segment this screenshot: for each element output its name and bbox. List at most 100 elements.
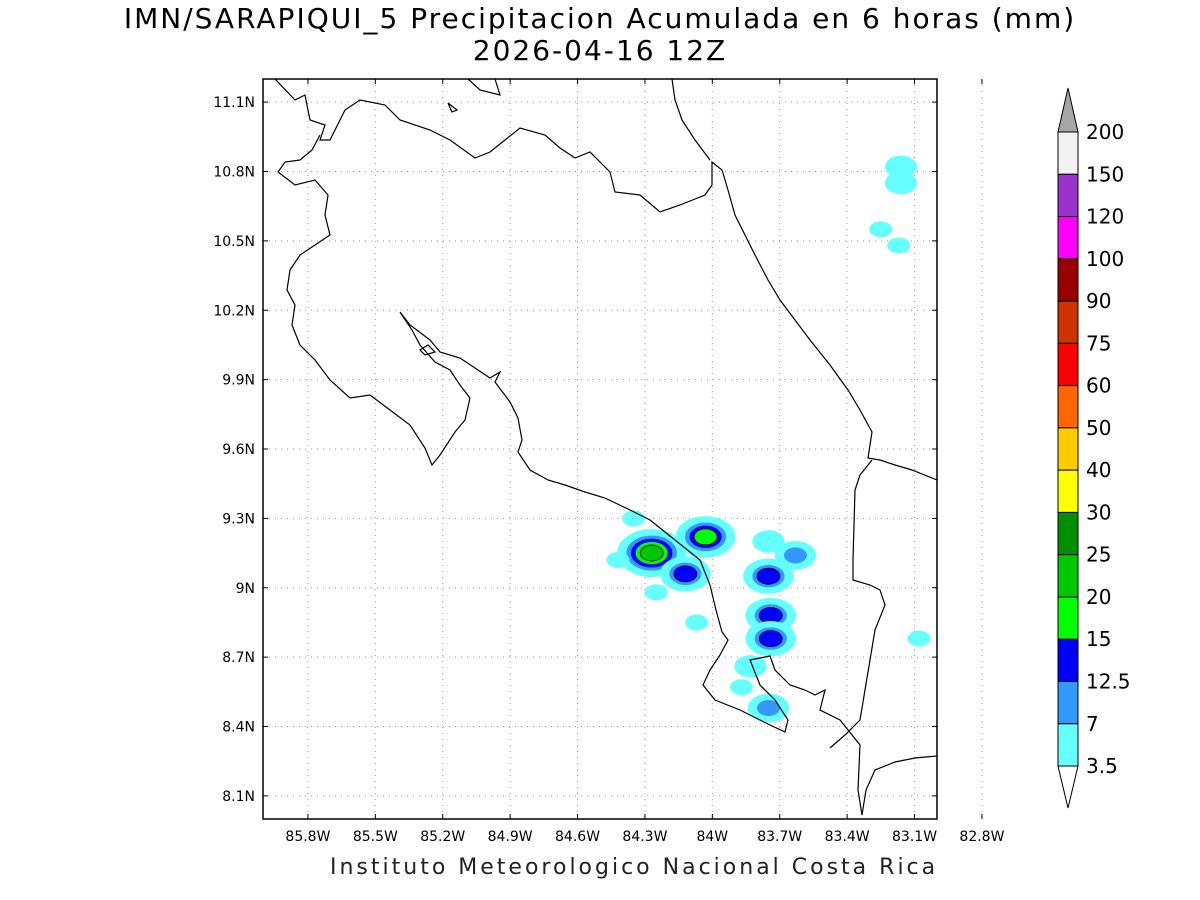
colorbar-label: 7 <box>1086 712 1099 736</box>
panama-border <box>829 459 886 749</box>
precip-contour-3.5 <box>644 584 668 601</box>
panama-coast <box>861 755 937 816</box>
x-tick-label: 84.6W <box>555 829 600 845</box>
colorbar-label: 90 <box>1086 289 1111 313</box>
pacific-coast-guanacaste <box>277 134 863 816</box>
colorbar: 200 150 120 100 90 75 60 50 40 30 25 20 15 12.5 7 3.5 <box>1057 87 1131 809</box>
precip-contour-3.5 <box>622 510 646 527</box>
precip-contour-20 <box>693 528 718 546</box>
colorbar-swatch <box>1057 681 1079 725</box>
precip-contour-7 <box>739 658 763 675</box>
x-axis-ticks: 85.8W 85.5W 85.2W 84.9W 84.6W 84.3W 84W 83.7W 83… <box>285 79 1005 845</box>
precip-cell <box>644 584 668 601</box>
colorbar-swatch <box>1057 173 1079 218</box>
colorbar-swatch <box>1057 554 1079 598</box>
precip-cell <box>660 556 711 592</box>
colorbar-under-arrow <box>1057 765 1079 809</box>
colorbar-label: 25 <box>1086 543 1111 567</box>
nicaragua-border-north <box>671 79 711 161</box>
y-tick-label: 11.1N <box>213 95 255 111</box>
precip-contour-3.5 <box>887 237 911 254</box>
precip-contour-15 <box>673 565 698 583</box>
y-tick-label: 9.9N <box>222 373 255 389</box>
colorbar-label: 30 <box>1086 500 1111 524</box>
colorbar-swatch <box>1057 385 1079 429</box>
colorbar-swatch <box>1057 511 1079 556</box>
precip-contour-15 <box>758 630 783 648</box>
precip-cell <box>884 171 918 195</box>
y-tick-label: 9N <box>236 581 255 597</box>
x-tick-label: 82.8W <box>959 829 1004 845</box>
map-subtitle-datetime: 2026-04-16 12Z <box>472 34 728 67</box>
precip-contour-3.5 <box>730 679 754 696</box>
precip-cell <box>743 558 794 594</box>
x-tick-label: 83.4W <box>825 829 870 845</box>
y-axis-ticks: 11.1N 10.8N 10.5N 10.2N 9.9N 9.6N 9.3N 9N 8.7N 8.… <box>213 95 937 805</box>
precip-contour-3.5 <box>907 630 931 647</box>
y-tick-label: 9.3N <box>222 511 255 527</box>
nicoya-island <box>419 344 437 356</box>
precip-contour-3.5 <box>685 614 709 631</box>
colorbar-swatch <box>1057 596 1079 640</box>
y-tick-label: 8.1N <box>222 789 255 805</box>
precip-cell <box>622 510 646 527</box>
x-tick-label: 84W <box>696 829 728 845</box>
precip-cell <box>774 540 817 570</box>
x-tick-label: 85.5W <box>353 829 398 845</box>
colorbar-label: 75 <box>1086 331 1111 355</box>
colorbar-swatch <box>1057 469 1079 513</box>
colorbar-label: 15 <box>1086 627 1111 651</box>
precip-cell <box>747 693 790 723</box>
precip-contour-15 <box>756 567 781 585</box>
colorbar-label: 150 <box>1086 162 1124 186</box>
y-tick-label: 8.7N <box>222 650 255 666</box>
colorbar-label: 40 <box>1086 458 1111 482</box>
x-tick-label: 84.9W <box>488 829 533 845</box>
x-tick-label: 85.2W <box>420 829 465 845</box>
y-tick-label: 8.4N <box>222 720 255 736</box>
precip-contour-3.5 <box>606 552 630 568</box>
y-tick-label: 10.5N <box>213 234 255 250</box>
colorbar-label: 120 <box>1086 205 1124 229</box>
precip-contour-25 <box>639 544 664 562</box>
colorbar-label: 3.5 <box>1086 754 1118 778</box>
lake-island <box>447 102 459 113</box>
colorbar-swatch <box>1057 427 1079 471</box>
colorbar-swatch <box>1057 638 1079 683</box>
precip-cell <box>745 621 797 657</box>
x-tick-label: 83.1W <box>892 829 937 845</box>
precip-contour-7 <box>889 175 913 192</box>
precip-cell <box>869 221 893 238</box>
colorbar-swatch <box>1057 216 1079 260</box>
x-tick-label: 85.8W <box>285 829 330 845</box>
precip-cell <box>734 655 767 678</box>
colorbar-over-arrow <box>1057 87 1079 133</box>
colorbar-label: 60 <box>1086 374 1111 398</box>
x-tick-label: 84.3W <box>622 829 667 845</box>
precip-contour-3.5 <box>869 221 893 238</box>
coastline <box>274 79 937 816</box>
precip-contour-12.5 <box>783 547 807 564</box>
colorbar-swatch <box>1057 723 1079 767</box>
precip-cell <box>887 237 911 254</box>
precipitation-areas <box>606 155 931 723</box>
colorbar-swatch <box>1057 300 1079 344</box>
colorbar-label: 200 <box>1086 120 1124 144</box>
y-tick-label: 10.2N <box>213 303 255 319</box>
precip-contour-7 <box>757 533 780 550</box>
colorbar-swatch <box>1057 258 1079 302</box>
colorbar-swatch <box>1057 131 1079 175</box>
footer-credit: Instituto Meteorologico Nacional Costa R… <box>330 855 939 880</box>
y-tick-label: 10.8N <box>213 165 255 181</box>
y-tick-label: 9.6N <box>222 442 255 458</box>
nicaragua-east-coast <box>467 79 501 96</box>
colorbar-label: 20 <box>1086 585 1111 609</box>
x-tick-label: 83.7W <box>757 829 802 845</box>
map-grid <box>263 79 983 819</box>
precip-cell <box>675 516 736 558</box>
precip-cell <box>606 552 630 568</box>
precip-contour-12.5 <box>757 700 780 716</box>
precip-cell <box>752 530 785 553</box>
precip-contour-7 <box>889 158 913 175</box>
